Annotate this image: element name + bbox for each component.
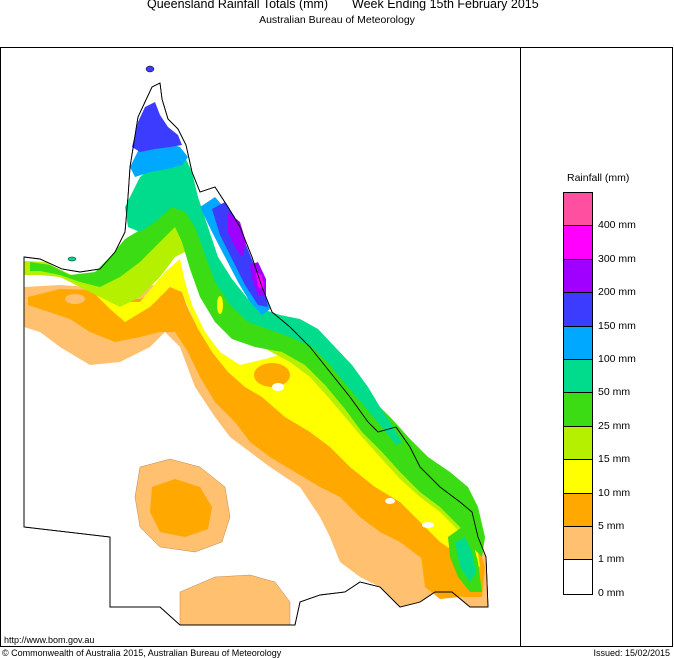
legend-color-bar <box>563 192 593 595</box>
rainfall-map <box>23 65 489 626</box>
rain-band-50mm <box>125 157 402 445</box>
legend-label: 0 mm <box>598 586 625 599</box>
legend-swatch <box>564 293 592 327</box>
legend-swatch <box>564 526 592 561</box>
island-gulf <box>67 256 77 262</box>
map-title: Queensland Rainfall Totals (mm) Week End… <box>0 0 674 13</box>
legend-swatch <box>564 393 592 427</box>
legend-swatch <box>564 193 592 227</box>
legend-title: Rainfall (mm) <box>567 172 630 184</box>
rain-patch-0mm-coastal-2 <box>385 498 395 504</box>
rain-patch-1mm-small <box>324 514 336 522</box>
legend-swatch <box>564 326 592 360</box>
island-torres-strait <box>145 65 155 73</box>
issued-date: Issued: 15/02/2015 <box>593 648 670 658</box>
queensland-border <box>23 82 489 626</box>
rain-band-10mm <box>90 259 480 567</box>
legend-swatch <box>564 493 592 527</box>
legend-swatch <box>564 359 592 394</box>
rain-patch-5mm-inland <box>254 363 290 387</box>
legend-label: 10 mm <box>598 486 631 499</box>
legend-swatch <box>564 426 592 461</box>
rain-patch-0mm-coastal <box>422 522 434 528</box>
legend-label: 200 mm <box>598 286 636 299</box>
copyright-text: © Commonwealth of Australia 2015, Austra… <box>2 648 282 658</box>
legend-swatch <box>564 560 592 594</box>
legend-swatch <box>564 226 592 260</box>
legend-label: 25 mm <box>598 419 631 432</box>
rain-band-200mm <box>228 212 246 257</box>
legend-label: 1 mm <box>598 553 625 566</box>
source-url[interactable]: http://www.bom.gov.au <box>4 635 95 645</box>
rain-patch-0mm-inland <box>272 383 284 391</box>
rain-band-150mm <box>132 102 182 152</box>
rain-patch-1mm-capricorn <box>65 294 85 304</box>
rain-band-15mm <box>24 212 482 547</box>
legend-label: 400 mm <box>598 219 636 232</box>
legend-label: 5 mm <box>598 520 625 532</box>
legend-label: 150 mm <box>598 319 636 332</box>
map-subtitle: Australian Bureau of Meteorology <box>259 14 415 26</box>
legend-label: 50 mm <box>598 386 631 399</box>
legend-swatch <box>564 460 592 494</box>
map-period-text: Week Ending 15th February 2015 <box>352 0 539 11</box>
rain-patch-5mm-west <box>150 479 212 537</box>
legend-label: 300 mm <box>598 252 636 265</box>
map-title-text: Queensland Rainfall Totals (mm) <box>147 0 329 11</box>
rain-patch-50mm-sunshine <box>455 537 476 582</box>
rain-patch-10mm-inland <box>217 296 223 314</box>
legend-swatch <box>564 259 592 294</box>
rain-band-5mm <box>28 287 485 597</box>
legend-label: 100 mm <box>598 353 636 365</box>
map-frame <box>0 47 673 647</box>
legend-divider <box>520 47 521 647</box>
legend-label: 15 mm <box>598 453 631 466</box>
